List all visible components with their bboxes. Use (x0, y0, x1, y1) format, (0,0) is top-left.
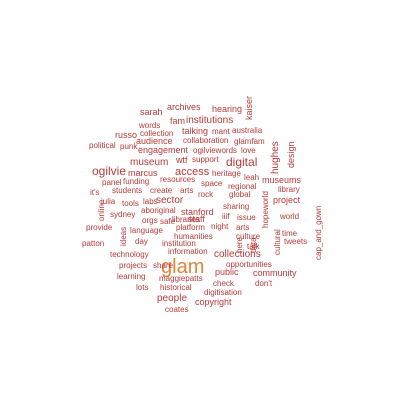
word: culture (236, 232, 261, 241)
word: access (175, 166, 210, 178)
word: community (253, 268, 297, 278)
word: time (282, 229, 298, 238)
word: ideas (119, 226, 128, 246)
word: iiif (222, 212, 230, 221)
word: sector (156, 195, 184, 206)
word: kaiser (244, 95, 254, 120)
word: ogilviewords (193, 146, 238, 155)
word: digitisation (204, 288, 242, 297)
word: museums (262, 175, 302, 185)
word: create (150, 186, 173, 195)
word: funding (123, 177, 150, 186)
word: institution (162, 239, 196, 248)
word: people (157, 293, 188, 304)
word: talk (247, 242, 260, 251)
word: projects (119, 261, 148, 270)
word: platform (176, 223, 205, 232)
word: opportunities (226, 260, 272, 269)
word: mant (212, 127, 230, 136)
word: sydney (110, 210, 136, 219)
word: issue (237, 213, 256, 222)
word: russo (115, 130, 138, 140)
word: leah (244, 173, 260, 182)
word: audience (136, 136, 173, 146)
word: archives (167, 102, 201, 112)
word: students (112, 186, 143, 195)
word: stanford (181, 207, 214, 217)
word: panel (102, 178, 122, 187)
word: it's (90, 188, 100, 197)
word: historical (160, 283, 192, 292)
word: love (241, 146, 256, 155)
word: arts (180, 186, 194, 195)
word: public (215, 267, 239, 277)
word: hearing (212, 104, 243, 114)
word: hopeworld (261, 191, 270, 228)
word: digital (226, 155, 258, 169)
word: collections (214, 249, 261, 260)
word: technology (110, 250, 149, 259)
word: institutions (186, 115, 234, 126)
word: day (135, 237, 148, 246)
word: staff (188, 214, 205, 224)
word: julia (101, 197, 116, 206)
word: glam (161, 256, 205, 278)
word: australia (232, 126, 263, 135)
word: talking (182, 126, 209, 136)
word: coates (165, 305, 189, 314)
word: words (139, 121, 161, 130)
word: support (192, 155, 219, 164)
word: patton (82, 239, 105, 248)
word: night (211, 222, 229, 231)
word: sarah (140, 107, 163, 117)
word: copyright (195, 297, 232, 307)
word: collaboration (183, 136, 229, 145)
word: ogilvie (92, 164, 127, 178)
word: safe (160, 217, 176, 226)
word: library (278, 185, 300, 194)
word: labs (143, 197, 158, 206)
word: sharing (223, 202, 250, 211)
word: heritage (212, 169, 241, 178)
word: collection (140, 129, 174, 138)
word: share (153, 261, 174, 270)
word: regional (228, 182, 257, 191)
word: aboriginal (141, 206, 176, 215)
word: maggiepatts (159, 274, 203, 283)
word: language (130, 226, 163, 235)
word: rock (198, 190, 214, 199)
word: punk (120, 142, 138, 151)
word: hughes (270, 141, 281, 174)
word: learning (117, 272, 146, 281)
word: tools (122, 199, 139, 208)
word: fam (170, 116, 186, 126)
word: orgs (142, 216, 158, 225)
word: global (229, 190, 251, 199)
word: wtf (176, 155, 188, 165)
word: engagement (138, 145, 189, 155)
word: tweets (284, 237, 308, 246)
word: libraries (172, 215, 201, 224)
word: information (168, 247, 208, 256)
word: cap_and_gown (314, 205, 323, 260)
word: cultural (273, 229, 282, 255)
word: world (280, 212, 300, 221)
word: check (213, 279, 234, 288)
word: project (273, 195, 301, 205)
word: lots (136, 283, 149, 292)
word: marcus (128, 168, 158, 178)
word: provide (86, 223, 113, 232)
word: museum (130, 157, 169, 168)
word: arts (236, 223, 250, 232)
word: online (97, 199, 106, 221)
word: space (201, 179, 223, 188)
word: humanities (174, 232, 213, 241)
word: design (286, 141, 296, 168)
word: political (89, 141, 116, 150)
word: glamfam (234, 137, 265, 146)
word: resources (160, 175, 196, 184)
word: don't (255, 279, 273, 288)
